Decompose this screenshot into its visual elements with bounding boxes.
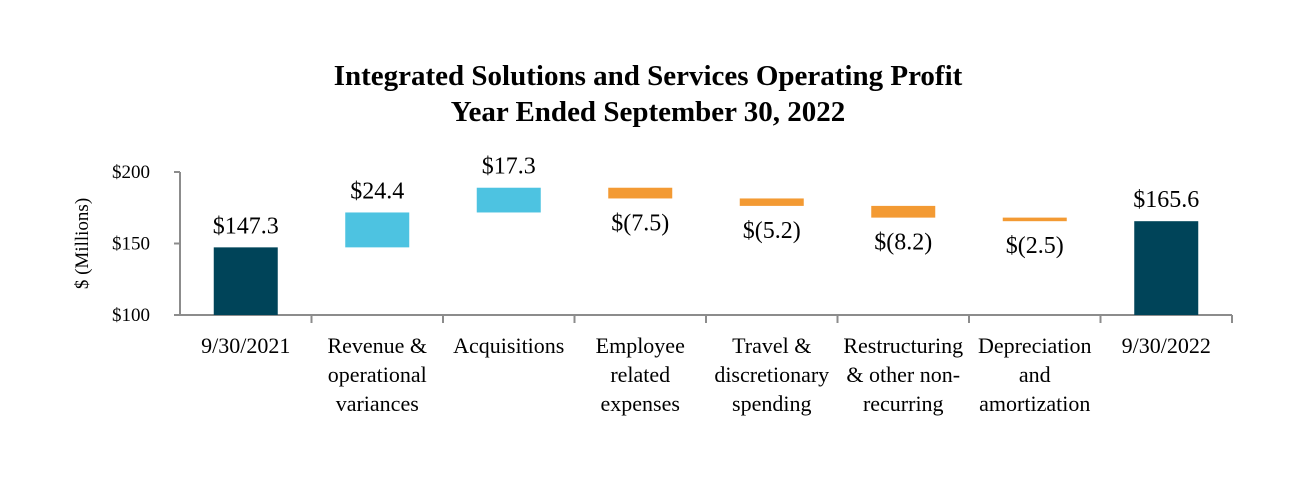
- chart-title: Integrated Solutions and Services Operat…: [333, 60, 963, 92]
- bar-decrease-4: [739, 198, 804, 206]
- bar-total-0: [213, 247, 278, 315]
- data-label-6: $(2.5): [1006, 233, 1064, 259]
- bar-increase-1: [345, 212, 410, 248]
- chart-subtitle: Year Ended September 30, 2022: [450, 96, 846, 128]
- y-tick-label: $200: [112, 162, 150, 183]
- category-label-0: 9/30/2021: [201, 333, 290, 358]
- category-label-line: recurring: [863, 391, 944, 416]
- category-label-line: Depreciation: [978, 333, 1092, 358]
- category-label-line: and: [1019, 362, 1051, 387]
- category-label-line: discretionary: [714, 362, 829, 387]
- category-label-line: Restructuring: [843, 333, 963, 358]
- category-label-5: Restructuring & other non-recurring: [843, 333, 963, 416]
- bar-increase-2: [476, 187, 541, 213]
- data-label-7: $165.6: [1133, 187, 1199, 213]
- data-label-4: $(5.2): [743, 218, 801, 244]
- bar-decrease-6: [1002, 217, 1067, 222]
- data-label-0: $147.3: [213, 213, 279, 239]
- data-label-2: $17.3: [482, 154, 536, 180]
- y-axis-title: $ (Millions): [72, 198, 93, 289]
- y-tick-label: $150: [112, 234, 150, 255]
- category-label-line: expenses: [601, 391, 680, 416]
- category-label-line: spending: [732, 391, 811, 416]
- data-label-3: $(7.5): [611, 210, 669, 236]
- category-label-line: operational: [328, 362, 427, 387]
- data-label-1: $24.4: [350, 178, 404, 204]
- category-label-line: Employee: [596, 333, 685, 358]
- category-label-1: Revenue & operational variances: [327, 333, 427, 416]
- category-label-2: Acquisitions: [453, 333, 564, 358]
- category-label-line: 9/30/2021: [201, 333, 290, 358]
- chart-title-block: Integrated Solutions and Services Operat…: [0, 58, 1296, 130]
- category-label-6: Depreciation and amortization: [978, 333, 1092, 416]
- category-label-line: amortization: [979, 391, 1090, 416]
- y-tick-label: $100: [112, 305, 150, 326]
- category-label-line: 9/30/2022: [1122, 333, 1211, 358]
- category-label-3: Employee related expenses: [596, 333, 685, 416]
- bar-total-7: [1134, 221, 1199, 315]
- bar-decrease-3: [608, 187, 673, 199]
- category-label-7: 9/30/2022: [1122, 333, 1211, 358]
- data-label-5: $(8.2): [874, 230, 932, 256]
- category-label-line: Revenue &: [327, 333, 427, 358]
- category-label-line: related: [610, 362, 670, 387]
- category-label-line: & other non-: [846, 362, 960, 387]
- category-label-line: variances: [336, 391, 419, 416]
- category-label-line: Acquisitions: [453, 333, 564, 358]
- bar-decrease-5: [871, 205, 936, 218]
- category-label-4: Travel & discretionary spending: [714, 333, 829, 416]
- category-label-line: Travel &: [732, 333, 811, 358]
